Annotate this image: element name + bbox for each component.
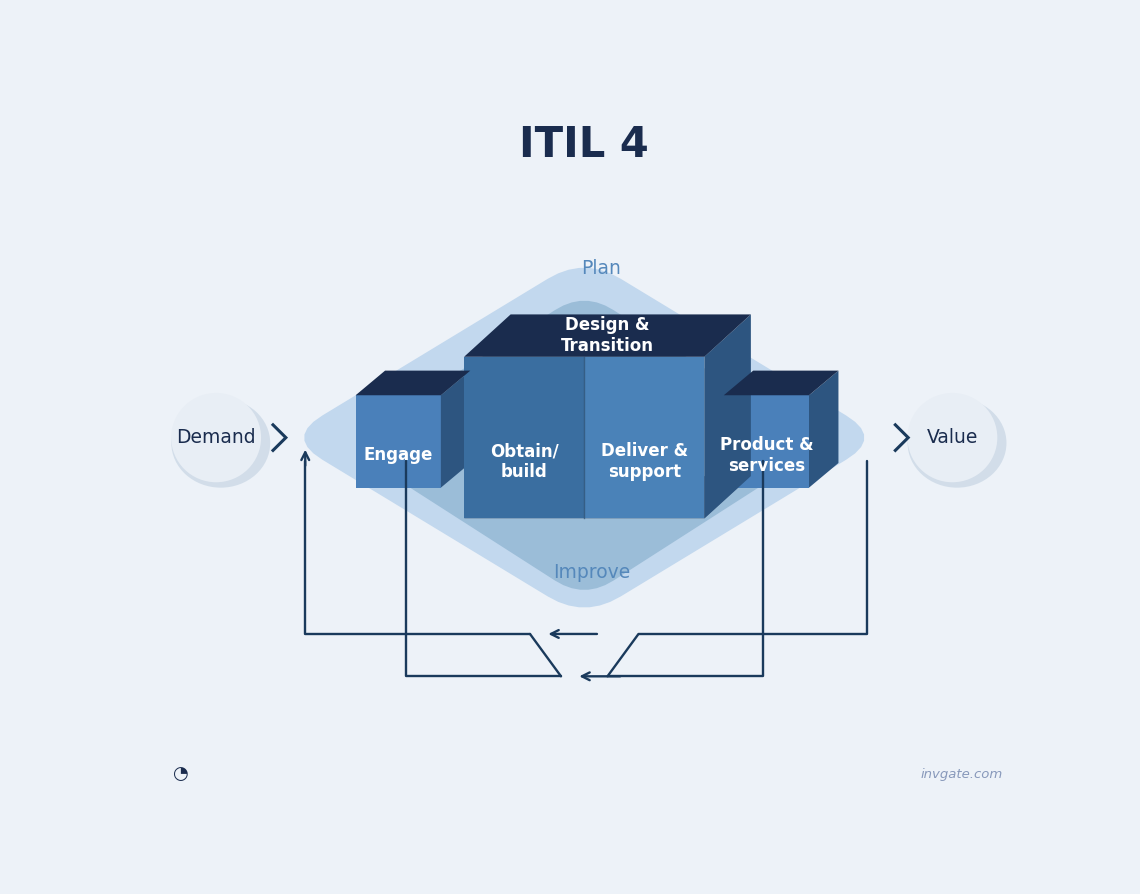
Ellipse shape [171,393,261,482]
Polygon shape [584,357,705,519]
Polygon shape [356,371,471,395]
Polygon shape [359,301,809,590]
Text: Deliver &
support: Deliver & support [601,443,687,481]
Polygon shape [809,371,838,487]
Polygon shape [724,395,809,487]
Polygon shape [464,315,751,357]
Text: ◔: ◔ [172,765,188,783]
Text: Improve: Improve [553,563,630,582]
Ellipse shape [907,393,998,482]
Polygon shape [464,357,584,519]
Polygon shape [724,371,838,395]
Text: Design &
Transition: Design & Transition [561,316,654,355]
Text: Obtain/
build: Obtain/ build [490,443,559,481]
Text: Product &
services: Product & services [719,436,813,475]
Polygon shape [705,315,751,519]
Polygon shape [441,371,471,487]
Ellipse shape [907,399,1007,487]
Text: Engage: Engage [364,446,433,464]
Text: Demand: Demand [177,428,256,447]
Polygon shape [356,395,441,487]
Polygon shape [304,268,864,607]
Text: Value: Value [927,428,978,447]
Ellipse shape [171,399,270,487]
Text: ITIL 4: ITIL 4 [520,124,649,166]
Polygon shape [464,477,751,519]
Text: Plan: Plan [581,258,621,278]
Text: invgate.com: invgate.com [920,768,1003,780]
